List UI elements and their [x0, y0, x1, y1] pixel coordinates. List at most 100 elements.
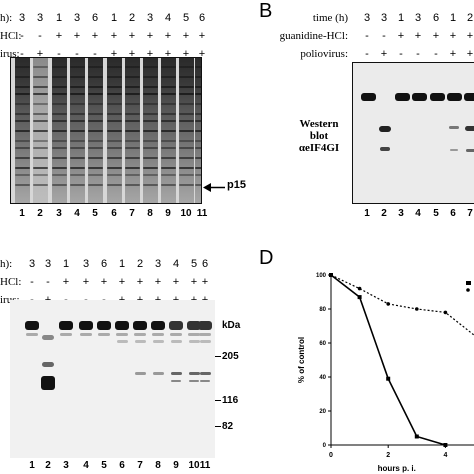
- panel-a-band: [195, 147, 201, 149]
- panel-a-band: [179, 66, 194, 68]
- panel-a-band: [125, 76, 140, 78]
- panel-a-band: [179, 167, 194, 169]
- panel-a-band: [161, 66, 176, 68]
- panel-a-band: [161, 157, 176, 159]
- panel-c-band: [188, 372, 200, 375]
- panel-a-band: [70, 167, 85, 169]
- panel-c-hcl-9: +: [172, 276, 180, 288]
- panel-b-time-5: 6: [432, 12, 440, 24]
- panel-a-band: [107, 93, 122, 95]
- panel-a-virus-7: +: [128, 48, 136, 60]
- y-tick-label: 0: [323, 443, 327, 449]
- panel-a-band: [15, 157, 30, 159]
- panel-a-gel-lane: [15, 58, 30, 203]
- panel-a-virus-6: +: [110, 48, 118, 60]
- panel-a-band: [88, 130, 103, 132]
- panel-c-lane-2: 2: [45, 460, 51, 471]
- panel-a-hcl-8: +: [146, 30, 154, 42]
- panel-a-band: [107, 103, 122, 105]
- panel-a-virus-3: -: [57, 48, 61, 60]
- panel-a-band: [179, 130, 194, 132]
- panel-a-band: [88, 120, 103, 122]
- panel-c-band: [200, 380, 210, 382]
- panel-b-time-7: 2: [466, 12, 474, 24]
- panel-b-hcl-1: -: [365, 30, 369, 42]
- panel-b-virus-5: -: [434, 48, 438, 60]
- panel-b-band: [380, 147, 390, 151]
- panel-c-band: [116, 333, 128, 336]
- panel-c-band: [170, 333, 182, 336]
- p15-label: p15: [227, 179, 246, 191]
- panel-a-hcl-10: +: [182, 30, 190, 42]
- panel-a-band: [125, 130, 140, 132]
- panel-a-band: [143, 103, 158, 105]
- panel-a-band: [143, 130, 158, 132]
- series-1-point: [386, 376, 391, 381]
- panel-a-hcl-7: +: [128, 30, 136, 42]
- panel-a-time-5: 6: [91, 12, 99, 24]
- panel-a-band: [161, 103, 176, 105]
- panel-b-band: [446, 93, 462, 101]
- panel-a-band: [143, 140, 158, 142]
- panel-a-band: [143, 93, 158, 95]
- panel-a-time-7: 2: [128, 12, 136, 24]
- panel-a-band: [52, 103, 67, 105]
- panel-c-band: [152, 340, 164, 343]
- panel-a-hcl-1: -: [20, 30, 24, 42]
- panel-c-hcl-4: +: [82, 276, 90, 288]
- panel-b-virus-6: +: [449, 48, 457, 60]
- panel-a-band: [33, 184, 48, 186]
- panel-a-band: [143, 113, 158, 115]
- panel-b-lane-1: 1: [364, 208, 370, 219]
- panel-a-lane-10: 10: [180, 208, 192, 219]
- panel-c-lane-9: 9: [173, 460, 179, 471]
- panel-c-band: [188, 333, 200, 336]
- panel-a-band: [125, 157, 140, 159]
- panel-c-band: [80, 333, 92, 336]
- panel-c-lane-3: 3: [63, 460, 69, 471]
- panel-a-band: [88, 167, 103, 169]
- panel-a-band: [161, 184, 176, 186]
- series-2-point: [443, 310, 448, 315]
- panel-a-band: [179, 174, 194, 176]
- panel-c-band: [152, 372, 164, 375]
- panel-c-hcl-7: +: [136, 276, 144, 288]
- panel-b-time-3: 1: [397, 12, 405, 24]
- panel-b-virus-1: -: [365, 48, 369, 60]
- panel-a-band: [33, 120, 48, 122]
- panel-a-band: [70, 147, 85, 149]
- series-1-line: [330, 274, 446, 446]
- panel-c-hcl-2: -: [46, 276, 50, 288]
- panel-c-hcl-11: +: [201, 276, 209, 288]
- panel-a-band: [52, 147, 67, 149]
- panel-c-band: [26, 333, 38, 336]
- panel-a-band: [88, 93, 103, 95]
- panel-a-band: [52, 66, 67, 68]
- panel-c-band: [187, 321, 201, 330]
- panel-c-band: [98, 333, 110, 336]
- panel-a-virus-1: -: [20, 48, 24, 60]
- panel-a-band: [15, 167, 30, 169]
- x-axis-title: hours p. i.: [378, 464, 416, 473]
- panel-a-band: [179, 147, 194, 149]
- y-tick-label: 40: [319, 375, 326, 381]
- panel-a-band: [143, 147, 158, 149]
- panel-a-band: [88, 86, 103, 88]
- panel-a-hcl-3: +: [55, 30, 63, 42]
- panel-c-lane-7: 7: [137, 460, 143, 471]
- panel-a-band: [107, 120, 122, 122]
- panel-d-letter: D: [259, 247, 274, 269]
- panel-a-lane-9: 9: [165, 208, 171, 219]
- panel-a-band: [52, 120, 67, 122]
- panel-a-gel-lane: [161, 58, 176, 203]
- panel-a-band: [88, 103, 103, 105]
- panel-c-band: [198, 321, 212, 330]
- panel-c-band: [79, 321, 93, 330]
- panel-c-band: [134, 372, 146, 375]
- panel-a-hcl-6: +: [110, 30, 118, 42]
- panel-a-band: [88, 174, 103, 176]
- panel-a-band: [195, 120, 201, 122]
- panel-a-band: [70, 130, 85, 132]
- panel-c-lane-1: 1: [29, 460, 35, 471]
- panel-a-band: [70, 174, 85, 176]
